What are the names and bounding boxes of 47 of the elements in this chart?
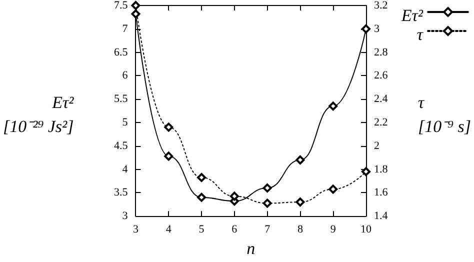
point — [164, 152, 174, 161]
y2-tick-label: 1.4 — [374, 210, 388, 222]
y-tick-label: 5.5 — [114, 93, 128, 106]
y-tick-label: 3.5 — [114, 186, 128, 199]
x-tick-label: 5 — [198, 224, 205, 236]
y2-tick-label: 1.8 — [374, 163, 388, 176]
y-tick-label: 4 — [122, 163, 128, 176]
x-tick-label: 4 — [166, 224, 172, 236]
point — [262, 184, 272, 193]
x-tick-label: 3 — [132, 224, 139, 236]
y-tick-label: 6.5 — [114, 46, 128, 58]
y-tick-label: 4.5 — [114, 140, 128, 152]
point — [197, 192, 206, 202]
y2-axis-title: τ [10⁻⁹ s] — [418, 92, 472, 136]
x-tick-label: 10 — [360, 224, 372, 236]
y-tick-label: 5 — [122, 116, 128, 128]
point — [262, 198, 272, 208]
x-tick-label: 7 — [264, 224, 271, 236]
point — [131, 9, 140, 18]
x-tick-label: 9 — [330, 224, 336, 236]
point — [328, 184, 338, 194]
legend-label: Eτ² — [400, 6, 424, 25]
point — [361, 167, 370, 176]
point — [197, 172, 206, 182]
x-tick-label: 6 — [232, 224, 238, 236]
point — [164, 122, 174, 132]
point — [296, 155, 305, 164]
y2-tick-label: 3.2 — [374, 0, 388, 12]
y2-tick-label: 3 — [374, 22, 380, 35]
y-tick-label: 3 — [122, 210, 128, 222]
y2-tick-label: 2 — [374, 140, 380, 152]
y2-tick-label: 2.2 — [374, 116, 388, 128]
y-tick-label: 7.5 — [114, 0, 128, 12]
y2-tick-label: 2.6 — [374, 70, 388, 82]
x-tick-label: 8 — [297, 224, 304, 236]
legend-label: τ — [416, 25, 424, 44]
y-tick-label: 7 — [122, 22, 128, 35]
y2-tick-label: 2.8 — [374, 46, 388, 58]
x-axis-title: n — [246, 239, 256, 258]
point — [328, 102, 338, 111]
point — [131, 1, 140, 10]
point — [296, 198, 305, 207]
y2-tick-label: 1.6 — [374, 186, 388, 199]
y-axis-title: Eτ² [10⁻²⁹ Js²] — [2, 92, 75, 136]
y2-tick-label: 2.4 — [374, 93, 388, 106]
y-tick-label: 6 — [122, 70, 128, 82]
point — [230, 192, 239, 201]
